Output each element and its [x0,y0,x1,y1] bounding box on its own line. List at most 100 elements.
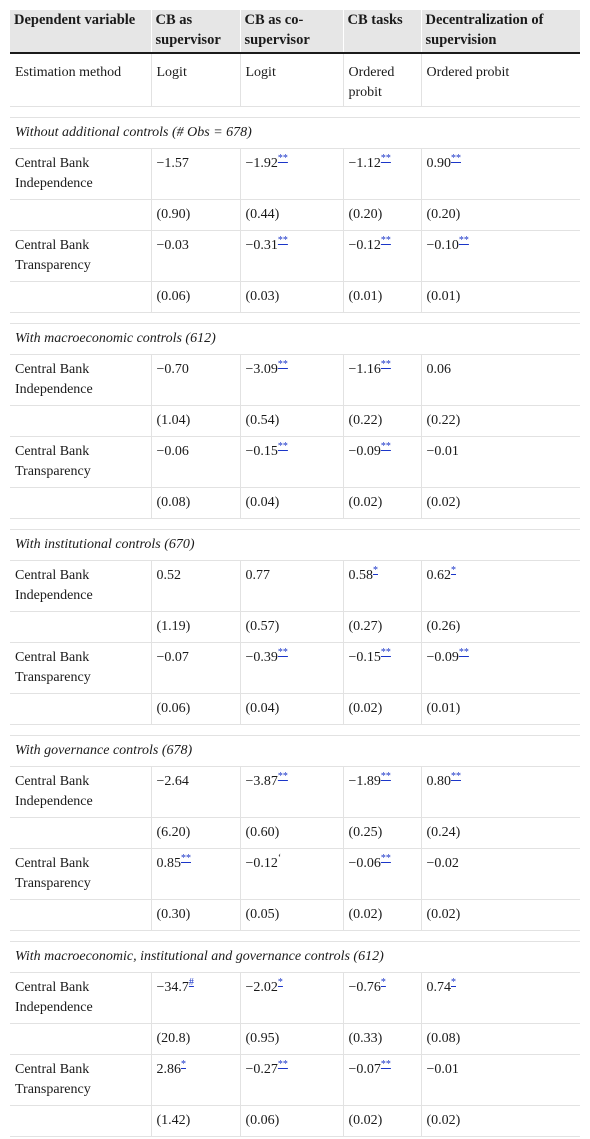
section-header-row: Without additional controls (# Obs = 678… [10,116,580,148]
significance-link[interactable]: ** [277,440,288,452]
std-error-row: (0.30) (0.05) (0.02) (0.02) [10,898,580,930]
coefficient-cell: −3.09** [239,353,343,405]
std-error-cell: (0.02) [420,898,580,930]
std-error-cell: (0.27) [342,610,421,642]
std-error-cell: (0.02) [342,898,421,930]
significance-link[interactable]: ** [181,852,191,864]
significance-link[interactable]: ** [458,646,469,658]
variable-label: Central Bank Transparency [10,229,151,281]
significance-marker: ** [278,645,288,658]
std-error-cell: (0.57) [239,610,343,642]
significance-link[interactable]: # [188,976,194,988]
std-error-label-cell [10,692,151,724]
coefficient-cell: 0.06 [420,353,580,405]
significance-link[interactable]: ** [451,152,461,164]
significance-marker: * [373,563,378,576]
std-error-cell: (0.01) [342,280,421,312]
std-error-cell: (0.26) [420,610,580,642]
std-error-row: (0.90) (0.44) (0.20) (0.20) [10,198,580,230]
coefficient-cell: −3.87** [239,765,343,817]
section-title: Without additional controls (# Obs = 678… [10,116,580,148]
section-title: With governance controls (678) [10,734,580,766]
coefficient-cell: 0.62* [420,559,580,611]
std-error-cell: (0.20) [420,198,580,230]
coefficient-cell: −0.07** [342,1053,421,1105]
variable-label: Central Bank Independence [10,765,151,817]
significance-link[interactable]: ** [380,770,391,782]
coefficient-cell: 0.77 [239,559,343,611]
significance-link[interactable]: ** [458,234,469,246]
significance-link[interactable]: ** [380,1058,391,1070]
significance-link[interactable]: * [181,1058,186,1070]
significance-link[interactable]: ** [380,234,391,246]
coefficient-cell: 0.90** [420,147,580,199]
std-error-row: (6.20) (0.60) (0.25) (0.24) [10,816,580,848]
std-error-label-cell [10,898,151,930]
significance-link[interactable]: ** [451,770,461,782]
significance-marker: ** [278,151,288,164]
coefficient-cell: −0.06** [342,847,421,899]
spacer-row [10,723,580,735]
coefficient-cell: −0.02 [420,847,580,899]
significance-link[interactable]: ** [277,152,288,164]
coefficient-value: −0.12 [245,855,278,871]
significance-link[interactable]: ** [380,646,391,658]
header-cell: CB as supervisor [151,10,241,54]
std-error-cell: (0.60) [239,816,343,848]
significance-link[interactable]: ** [380,440,391,452]
spacer-cell [10,311,580,323]
coefficient-value: 0.85 [156,855,182,871]
coefficient-value: −1.92 [245,155,278,171]
significance-marker: ** [278,1057,288,1070]
std-error-cell: (0.22) [342,404,421,436]
significance-link[interactable]: ** [277,1058,288,1070]
significance-link[interactable]: ** [277,646,288,658]
coefficient-cell: −0.10** [420,229,580,281]
variable-row: Central Bank Independence −34.7# −2.02* −0.… [10,971,580,1023]
std-error-cell: (0.44) [239,198,343,230]
coefficient-value: 0.74 [426,979,452,995]
significance-marker: ** [278,233,288,246]
coefficient-cell: −0.27** [239,1053,343,1105]
significance-link[interactable]: * [373,564,378,576]
std-error-cell: (0.01) [420,692,580,724]
coefficient-value: −1.89 [348,773,381,789]
std-error-cell: (0.04) [239,692,343,724]
coefficient-value: −1.16 [348,361,381,377]
significance-marker: ** [459,233,469,246]
coefficient-value: 0.90 [426,155,452,171]
significance-marker: ʻ [278,851,281,864]
significance-link[interactable]: ** [277,358,288,370]
std-error-cell: (0.24) [420,816,580,848]
coefficient-value: −2.02 [245,979,278,995]
significance-link[interactable]: ** [277,234,288,246]
significance-link[interactable]: * [277,976,283,988]
significance-link[interactable]: ** [380,358,391,370]
std-error-cell: (0.20) [342,198,421,230]
coefficient-value: −0.01 [426,1061,459,1077]
significance-link[interactable]: ** [277,770,288,782]
significance-link[interactable]: * [451,564,456,576]
std-error-cell: (20.8) [150,1022,240,1054]
section-title: With macroeconomic controls (612) [10,322,580,354]
coefficient-value: −0.70 [156,361,189,377]
significance-marker: ** [278,439,288,452]
spacer-cell [10,723,580,735]
std-error-cell: (1.42) [150,1104,240,1137]
coefficient-value: −0.03 [156,237,189,253]
std-error-cell: (0.03) [239,280,343,312]
coefficient-cell: −0.09** [420,641,580,693]
significance-marker: ** [381,851,391,864]
coefficient-cell: 0.85** [150,847,240,899]
coefficient-value: −1.12 [348,155,381,171]
significance-link[interactable]: * [380,976,386,988]
std-error-label-cell [10,280,151,312]
significance-link[interactable]: ** [380,852,391,864]
significance-link[interactable]: ** [380,152,391,164]
coefficient-value: −0.15 [245,443,278,459]
spacer-row [10,311,580,323]
coefficient-cell: −1.57 [150,147,240,199]
std-error-cell: (0.95) [239,1022,343,1054]
significance-link[interactable]: * [451,976,456,988]
significance-marker: * [451,975,456,988]
